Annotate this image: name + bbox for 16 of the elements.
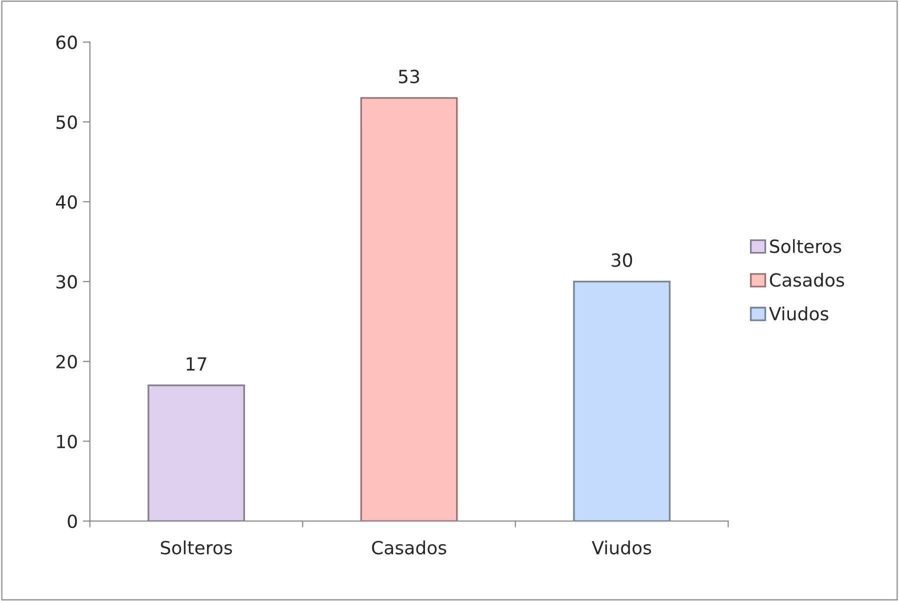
y-tick-label: 60 bbox=[56, 36, 77, 50]
data-label: 53 bbox=[398, 70, 420, 84]
legend-label: Solteros bbox=[770, 239, 842, 254]
x-tick-label: Viudos bbox=[592, 540, 652, 554]
y-tick-label: 40 bbox=[56, 195, 77, 209]
y-tick-label: 0 bbox=[68, 514, 77, 528]
legend-label: Casados bbox=[770, 272, 844, 287]
y-tick-label: 10 bbox=[57, 434, 77, 448]
data-label: 17 bbox=[186, 357, 206, 370]
x-tick-label: Solteros bbox=[160, 540, 232, 554]
legend-label: Viudos bbox=[769, 306, 828, 321]
x-tick-label: Casados bbox=[372, 540, 446, 554]
y-tick-label: 50 bbox=[56, 115, 77, 130]
y-tick-label: 20 bbox=[56, 354, 77, 369]
y-tick-label: 30 bbox=[56, 275, 77, 289]
data-label: 30 bbox=[612, 253, 632, 267]
